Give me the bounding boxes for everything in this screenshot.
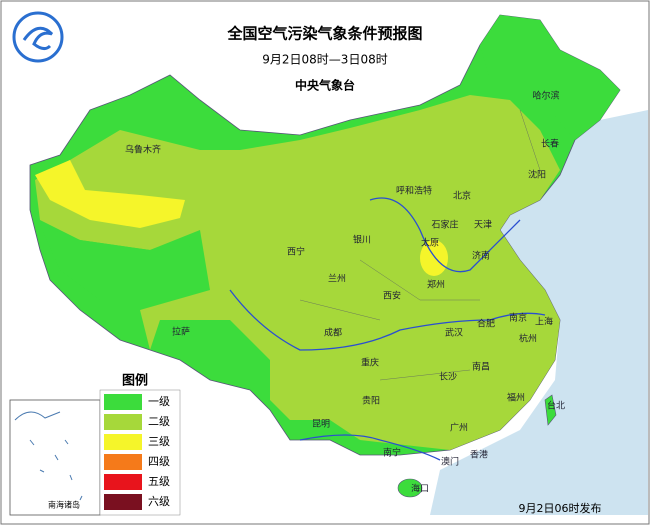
city-label: 澳门 <box>441 456 459 468</box>
city-label: 北京 <box>453 190 471 202</box>
footer: 9月2日06时发布 <box>519 501 602 515</box>
city-label: 天津 <box>474 220 492 231</box>
legend-swatch <box>104 494 142 510</box>
legend-swatch <box>104 414 142 430</box>
city-labels: 乌鲁木齐 哈尔滨 长春 沈阳 呼和浩特 北京 天津 石家庄 太原 济南 银川 西… <box>125 90 565 495</box>
china-level-2 <box>35 95 560 450</box>
city-label: 福州 <box>507 392 525 404</box>
city-label: 呼和浩特 <box>396 185 432 197</box>
city-label: 昆明 <box>312 419 330 430</box>
hainan <box>397 478 423 498</box>
city-label: 太原 <box>421 237 439 249</box>
inset-islands <box>14 411 83 501</box>
yellow-river <box>369 197 521 273</box>
west-level-1 <box>40 225 200 310</box>
taiwan <box>544 394 557 426</box>
city-label: 西安 <box>383 290 401 302</box>
inset-box <box>9 399 101 516</box>
city-label: 台北 <box>547 400 565 412</box>
legend-label: 三级 <box>148 435 170 448</box>
city-label: 西宁 <box>287 246 305 258</box>
city-label: 南宁 <box>383 447 401 459</box>
xinjiang-level-3 <box>35 160 185 228</box>
city-label: 银川 <box>353 234 371 246</box>
legend-label: 二级 <box>148 415 170 428</box>
legend-label: 四级 <box>148 455 170 468</box>
city-label: 沈阳 <box>528 169 546 181</box>
legend-swatch <box>104 394 142 410</box>
city-label: 兰州 <box>328 273 346 285</box>
city-label: 上海 <box>535 316 553 328</box>
title: 全国空气污染气象条件预报图 <box>226 25 422 43</box>
province-borders <box>299 109 541 381</box>
issuer: 中央气象台 <box>295 78 355 93</box>
city-label: 哈尔滨 <box>532 90 559 102</box>
city-label: 南昌 <box>472 361 490 373</box>
period: 9月2日08时—3日08时 <box>262 53 387 67</box>
city-label: 重庆 <box>361 357 379 369</box>
legend-label: 五级 <box>148 475 170 488</box>
city-label: 济南 <box>472 250 490 262</box>
city-label: 南京 <box>509 312 527 324</box>
city-label: 长沙 <box>439 371 457 383</box>
city-label: 贵阳 <box>362 395 380 407</box>
city-label: 郑州 <box>427 279 445 291</box>
legend-swatch <box>104 454 142 470</box>
inset-label: 南海诸岛 <box>48 500 80 510</box>
city-label: 广州 <box>450 422 468 434</box>
city-label: 成都 <box>324 327 342 339</box>
city-label: 香港 <box>470 449 488 461</box>
city-label: 拉萨 <box>172 326 190 338</box>
city-label: 武汉 <box>445 327 463 339</box>
city-label: 乌鲁木齐 <box>125 144 161 156</box>
sea <box>430 110 648 515</box>
legend-title: 图例 <box>122 373 148 389</box>
city-label: 石家庄 <box>431 219 458 231</box>
pearl-river <box>299 434 441 461</box>
city-label: 海口 <box>411 483 429 495</box>
logo-mark <box>22 26 54 51</box>
legend-label: 一级 <box>148 395 170 408</box>
legend-swatch <box>104 434 142 450</box>
city-label: 长春 <box>541 138 559 150</box>
taiyuan-level-3 <box>420 240 448 276</box>
legend-swatch <box>104 474 142 490</box>
northeast-level-1 <box>480 15 620 140</box>
city-label: 杭州 <box>519 333 537 345</box>
yangtze-river <box>229 289 546 351</box>
city-label: 合肥 <box>477 318 495 330</box>
legend-label: 六级 <box>148 495 170 508</box>
